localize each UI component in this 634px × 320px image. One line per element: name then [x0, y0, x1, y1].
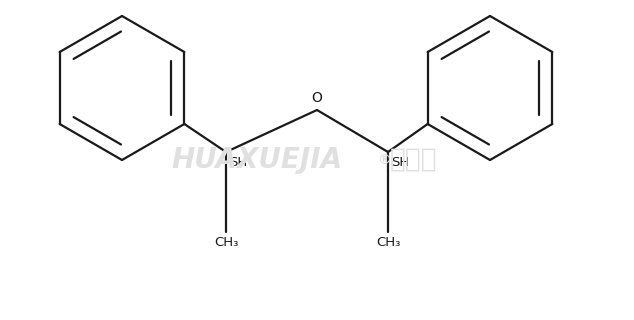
Text: CH₃: CH₃	[214, 236, 238, 249]
Text: HUAXUEJIA: HUAXUEJIA	[171, 146, 342, 174]
Text: 化学加: 化学加	[390, 147, 437, 173]
Text: SH: SH	[391, 156, 410, 169]
Text: ®: ®	[377, 153, 391, 167]
Text: SH: SH	[229, 156, 247, 169]
Text: CH₃: CH₃	[376, 236, 400, 249]
Text: O: O	[311, 91, 323, 105]
